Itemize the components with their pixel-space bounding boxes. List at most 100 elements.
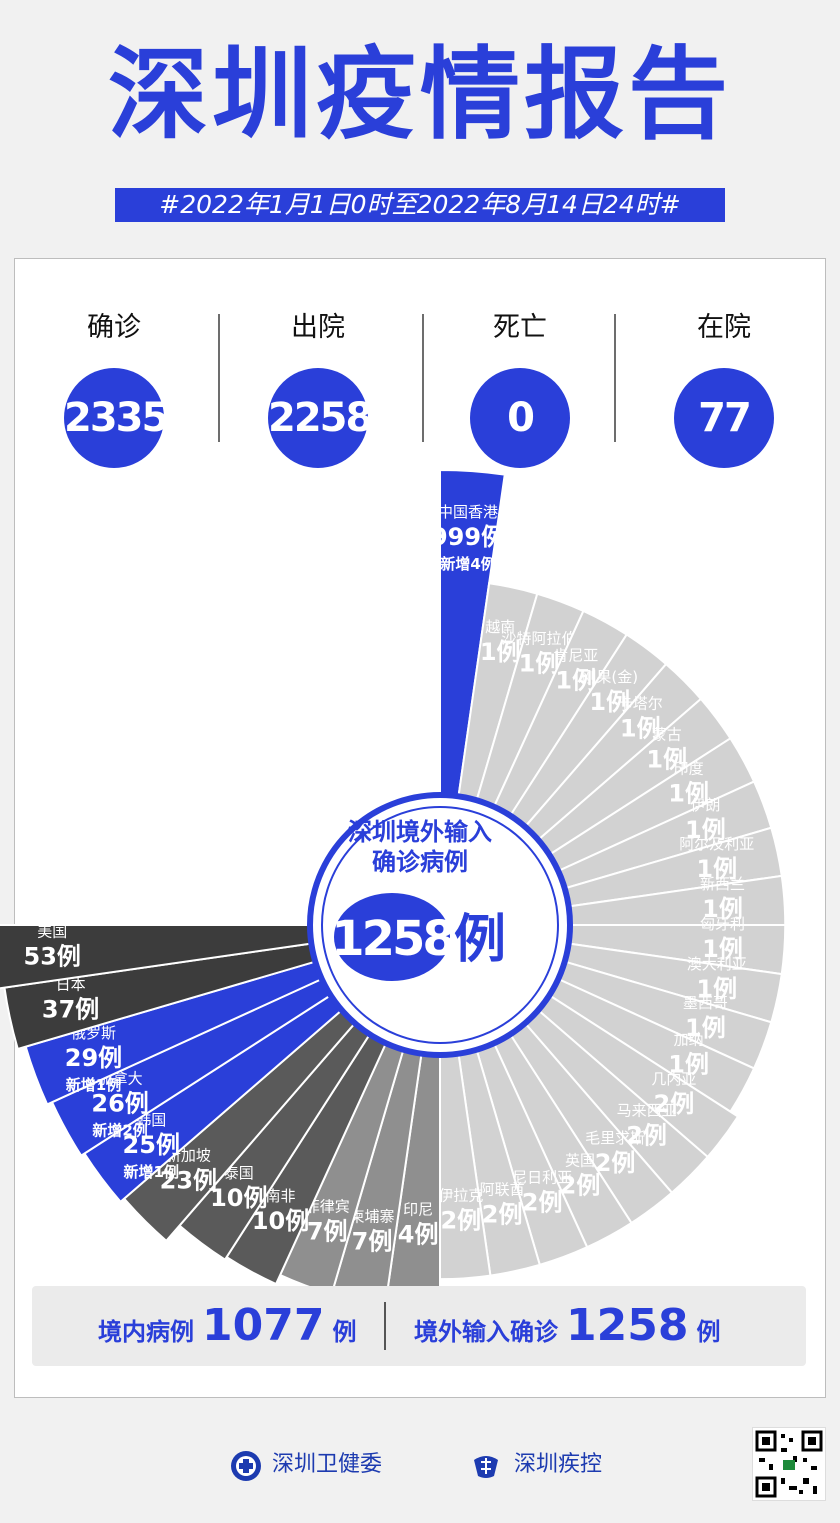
sector-country-label: 美国 [37, 923, 67, 941]
divider [422, 314, 424, 442]
domestic-value: 1077 [202, 1300, 325, 1351]
sector-value-label: 1例 [702, 895, 743, 923]
sector-country-label: 毛里求斯 [585, 1129, 645, 1147]
sector-value-label: 1例 [646, 745, 687, 773]
sector-value-label: 2例 [522, 1189, 563, 1217]
stat-value: 77 [674, 368, 774, 468]
sector-value-label: 2例 [560, 1171, 601, 1199]
sector-country-label: 马来西亚 [617, 1102, 677, 1120]
sector-value-label: 2例 [595, 1149, 636, 1177]
sector-value-label: 4例 [398, 1221, 439, 1249]
center-ring [321, 806, 559, 1044]
sector-value-label: 2例 [482, 1200, 523, 1228]
footer-org-health: 深圳卫健委 [272, 1452, 383, 1477]
sector-value-label: 2例 [440, 1206, 481, 1234]
sector-value-label: 1例 [696, 855, 737, 883]
domestic-summary: 境内病例 1077 例 [98, 1286, 356, 1366]
sector-country-label: 刚果(金) [581, 668, 638, 686]
sector-country-label: 中国香港 [438, 503, 498, 521]
sector-country-label: 英国 [565, 1151, 595, 1169]
sector-country-label: 墨西哥 [683, 994, 728, 1012]
sector-value-label: 999例 [431, 523, 505, 551]
sector-value-label: 26例 [91, 1090, 148, 1118]
stat-value: 2258 [268, 368, 373, 468]
qr-code-icon [752, 1427, 826, 1501]
imported-value: 1258 [566, 1300, 689, 1351]
sector-value-label: 2例 [654, 1090, 695, 1118]
sector-value-label: 1例 [685, 816, 726, 844]
sector-value-label: 7例 [307, 1217, 348, 1245]
sector-new-cases-label: 新增4例 [440, 555, 495, 573]
stat-deaths: 死亡 0 [420, 310, 620, 468]
sector-value-label: 10例 [252, 1207, 309, 1235]
sector-new-cases-label: 新增2例 [92, 1122, 147, 1140]
stat-confirmed: 确诊 2335 [14, 310, 214, 468]
center-title-line1: 深圳境外输入 [348, 818, 492, 846]
sector-country-label: 几内亚 [651, 1070, 696, 1088]
sector-country-label: 越南 [485, 618, 515, 636]
sector-country-label: 印尼 [403, 1201, 433, 1219]
sector-value-label: 1例 [589, 688, 630, 716]
sector-country-label: 蒙古 [652, 725, 682, 743]
sector-country-label: 澳大利亚 [687, 955, 747, 973]
sector-value-label: 53例 [24, 943, 81, 971]
sector-country-label: 肯尼亚 [553, 646, 598, 664]
stat-hospitalized: 在院 77 [624, 310, 824, 468]
sector-country-label: 卡塔尔 [618, 695, 663, 713]
sector-value-label: 1例 [685, 1014, 726, 1042]
sector-country-label: 菲律宾 [305, 1197, 350, 1215]
sector-country-label: 印度 [674, 759, 704, 777]
imported-cases-rose-chart: 中国香港999例新增4例越南1例沙特阿拉伯1例肯尼亚1例刚果(金)1例卡塔尔1例… [0, 468, 787, 1300]
imported-label: 境外输入确诊 [414, 1318, 558, 1346]
stat-value: 0 [470, 368, 570, 468]
sector-value-label: 23例 [160, 1167, 217, 1195]
stat-label: 死亡 [493, 312, 547, 343]
sector-country-label: 加纳 [674, 1031, 704, 1049]
imported-unit: 例 [696, 1318, 721, 1346]
sector-country-label: 新西兰 [700, 875, 745, 893]
sector-value-label: 10例 [210, 1184, 267, 1212]
sector-value-label: 37例 [42, 995, 99, 1023]
center-total-badge [334, 893, 450, 981]
sector-value-label: 1例 [696, 975, 737, 1003]
sector-value-label: 1例 [480, 638, 521, 666]
sector-new-cases-label: 新增1例 [124, 1163, 179, 1181]
center-total-value: 1258 [331, 911, 453, 967]
sector-value-label: 2例 [626, 1122, 667, 1150]
stat-value: 2335 [64, 368, 169, 468]
sector-value-label: 1例 [519, 650, 560, 678]
sector-country-label: 伊朗 [690, 796, 720, 814]
imported-summary: 境外输入确诊 1258 例 [414, 1286, 720, 1366]
domestic-unit: 例 [332, 1318, 357, 1346]
summary-bar: 境内病例 1077 例 境外输入确诊 1258 例 [32, 1286, 806, 1366]
center-title-line2: 确诊病例 [372, 848, 468, 876]
date-range-banner: #2022年1月1日0时至2022年8月14日24时# [115, 188, 725, 222]
health-commission-logo-icon [231, 1451, 261, 1481]
sector-country-label: 南非 [266, 1187, 296, 1205]
sector-country-label: 尼日利亚 [512, 1169, 572, 1187]
sector-value-label: 1例 [555, 666, 596, 694]
sector-country-label: 沙特阿拉伯 [501, 630, 576, 648]
sector-value-label: 25例 [123, 1131, 180, 1159]
sector-value-label: 1例 [668, 779, 709, 807]
sector-new-cases-label: 新增1例 [66, 1076, 121, 1094]
sector-country-label: 阿尔及利亚 [679, 835, 754, 853]
stat-label: 在院 [697, 312, 751, 343]
center-total-unit: 例 [454, 910, 506, 970]
sector-value-label: 1例 [620, 715, 661, 743]
divider [614, 314, 616, 442]
sector-country-label: 匈牙利 [700, 915, 745, 933]
sector-value-label: 29例 [65, 1044, 122, 1072]
footer-org-cdc: 深圳疾控 [514, 1452, 603, 1477]
sector-country-label: 泰国 [224, 1164, 254, 1182]
cdc-logo-icon [474, 1456, 498, 1478]
stat-label: 确诊 [87, 312, 141, 343]
sector-value-label: 7例 [352, 1227, 393, 1255]
divider [218, 314, 220, 442]
sector-value-label: 1例 [702, 935, 743, 963]
stat-discharged: 出院 2258 [218, 310, 418, 468]
stat-label: 出院 [291, 312, 345, 343]
sector-country-label: 伊拉克 [438, 1186, 483, 1204]
sector-value-label: 1例 [668, 1051, 709, 1079]
domestic-label: 境内病例 [98, 1318, 194, 1346]
